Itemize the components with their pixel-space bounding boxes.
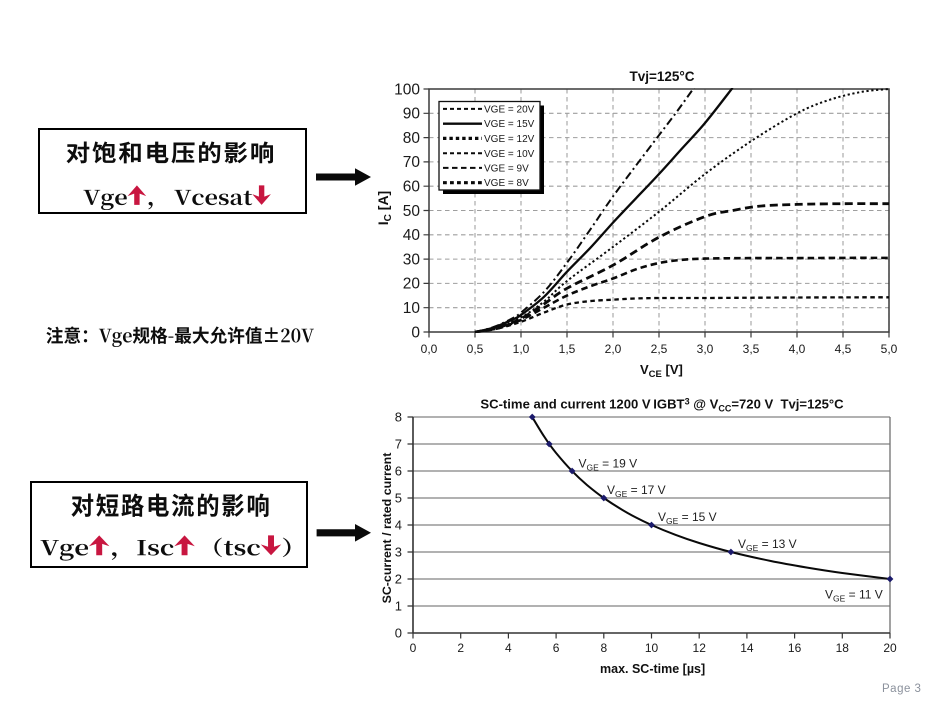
svg-text:3,0: 3,0 [697, 342, 714, 356]
svg-text:5: 5 [395, 490, 402, 505]
svg-text:VGE = 13 V: VGE = 13 V [738, 537, 797, 553]
svg-text:4: 4 [505, 641, 512, 655]
svg-text:4: 4 [395, 517, 402, 532]
svg-text:0: 0 [410, 641, 417, 655]
svg-text:6: 6 [553, 641, 560, 655]
svg-text:10: 10 [645, 641, 659, 655]
svg-text:50: 50 [403, 203, 421, 220]
svg-text:VGE = 11 V: VGE = 11 V [825, 588, 883, 604]
svg-text:20: 20 [883, 641, 897, 655]
svg-text:VGE = 20V: VGE = 20V [484, 105, 535, 116]
svg-text:30: 30 [403, 251, 421, 268]
svg-text:70: 70 [403, 154, 421, 171]
svg-text:18: 18 [836, 641, 850, 655]
svg-text:VGE = 9V: VGE = 9V [484, 164, 529, 175]
svg-text:VCE [V]: VCE [V] [640, 362, 683, 380]
svg-text:VGE = 19 V: VGE = 19 V [579, 456, 638, 472]
svg-text:2: 2 [395, 571, 402, 586]
svg-text:0: 0 [395, 625, 402, 640]
svg-text:2,5: 2,5 [651, 342, 668, 356]
svg-text:VGE = 17 V: VGE = 17 V [607, 483, 666, 499]
svg-text:10: 10 [403, 300, 421, 317]
svg-text:VGE = 15 V: VGE = 15 V [658, 510, 717, 526]
svg-text:2,0: 2,0 [605, 342, 622, 356]
svg-text:40: 40 [403, 227, 421, 244]
svg-text:1: 1 [395, 598, 402, 613]
svg-text:2: 2 [457, 641, 464, 655]
svg-text:20: 20 [403, 276, 421, 293]
svg-text:max. SC-time [µs]: max. SC-time [µs] [600, 662, 705, 676]
svg-text:0,5: 0,5 [467, 342, 484, 356]
svg-text:100: 100 [394, 81, 420, 98]
svg-text:6: 6 [395, 463, 402, 478]
svg-text:7: 7 [395, 436, 402, 451]
svg-text:1,5: 1,5 [559, 342, 576, 356]
svg-text:1,0: 1,0 [513, 342, 530, 356]
svg-text:IC [A]: IC [A] [375, 191, 394, 225]
svg-text:5,0: 5,0 [881, 342, 898, 356]
svg-text:VGE = 8V: VGE = 8V [484, 178, 529, 189]
svg-text:12: 12 [693, 641, 707, 655]
svg-text:VGE = 15V: VGE = 15V [484, 119, 535, 130]
svg-text:60: 60 [403, 179, 421, 196]
svg-text:3,5: 3,5 [743, 342, 760, 356]
svg-text:0,0: 0,0 [421, 342, 438, 356]
svg-text:80: 80 [403, 130, 421, 147]
svg-text:SC-current / rated current: SC-current / rated current [380, 453, 394, 604]
svg-text:3: 3 [395, 544, 402, 559]
svg-text:14: 14 [740, 641, 754, 655]
svg-text:8: 8 [600, 641, 607, 655]
svg-text:Tvj=125°C: Tvj=125°C [629, 69, 694, 84]
svg-text:90: 90 [403, 106, 421, 123]
svg-text:8: 8 [395, 409, 402, 424]
svg-text:SC-time and current 1200 V IGB: SC-time and current 1200 V IGBT3 @ VCC=7… [480, 397, 844, 414]
svg-text:4,0: 4,0 [789, 342, 806, 356]
svg-text:VGE = 12V: VGE = 12V [484, 134, 535, 145]
svg-text:0: 0 [411, 324, 420, 341]
svg-text:4,5: 4,5 [835, 342, 852, 356]
svg-text:16: 16 [788, 641, 802, 655]
svg-text:VGE = 10V: VGE = 10V [484, 149, 535, 160]
